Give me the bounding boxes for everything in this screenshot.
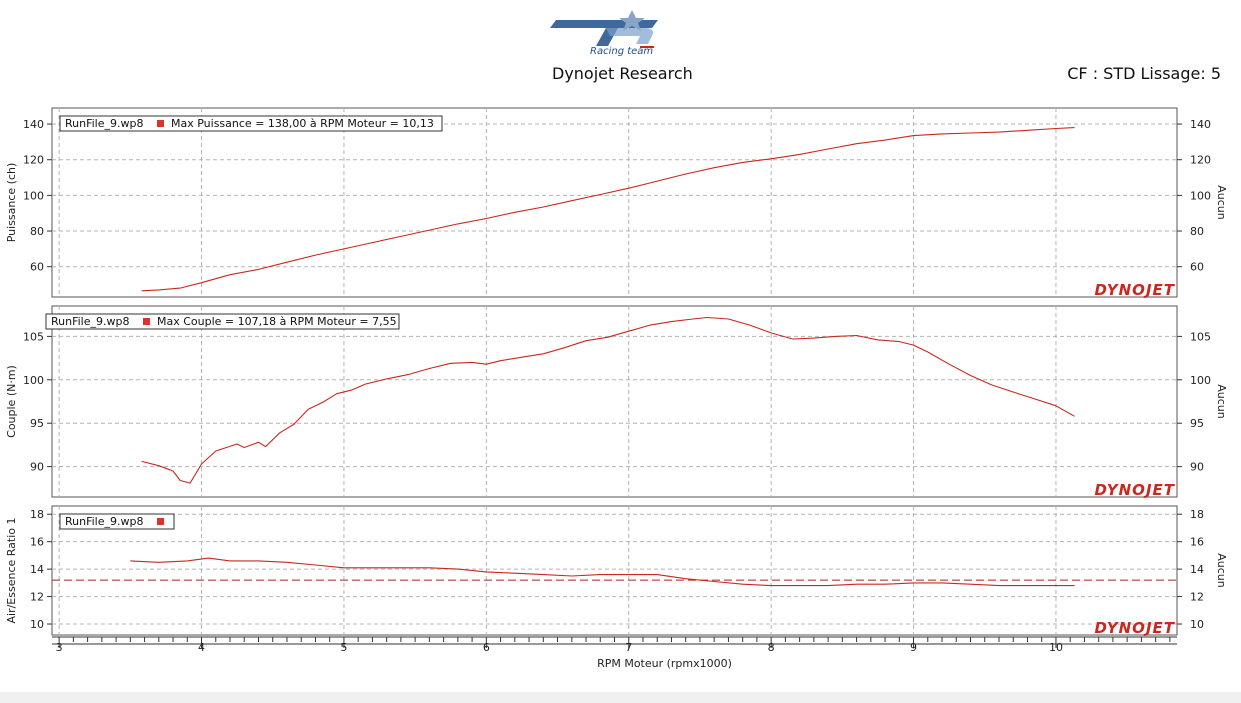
x-tick-label: 7 — [625, 641, 632, 654]
y-tick-label-right: 90 — [1190, 461, 1204, 474]
series-line — [130, 557, 1075, 587]
chart-panel-3: 10 10 12 12 14 14 16 16 18 18 Air/Essence Ratio 1 A… — [5, 505, 1228, 637]
x-tick-label: 8 — [768, 641, 775, 654]
legend-color-square — [157, 120, 164, 127]
plot-frame — [51, 107, 1178, 298]
legend: RunFile_9.wp8 Max Puissance = 138,00 à RP… — [59, 115, 443, 132]
legend-run-name: RunFile_9.wp8 — [51, 315, 129, 328]
y-tick-label: 120 — [23, 154, 44, 167]
y-tick-label-right: 18 — [1190, 508, 1204, 521]
y-tick-label-right: 10 — [1190, 618, 1204, 631]
y-tick-label-right: 80 — [1190, 225, 1204, 238]
correction-info: CF : STD Lissage: 5 — [1067, 64, 1221, 83]
legend-color-square — [143, 318, 150, 325]
legend-color-square — [157, 518, 164, 525]
y-tick-label: 80 — [30, 225, 44, 238]
x-tick-label: 9 — [910, 641, 917, 654]
plot-frame — [51, 305, 1178, 498]
dynojet-brand: DYNOJET — [1094, 481, 1175, 499]
y-tick-label-right: 120 — [1190, 154, 1211, 167]
legend: RunFile_9.wp8 — [59, 513, 175, 530]
y-axis-label-right: Aucun — [1215, 553, 1228, 588]
dynojet-brand: DYNOJET — [1094, 281, 1175, 299]
legend-box — [59, 115, 443, 132]
y-tick-label: 90 — [30, 461, 44, 474]
x-tick-label: 5 — [340, 641, 347, 654]
y-axis-label-right: Aucun — [1215, 185, 1228, 220]
y-tick-label-right: 16 — [1190, 536, 1204, 549]
x-tick-label: 6 — [483, 641, 490, 654]
y-tick-label: 16 — [30, 536, 44, 549]
chart-panel-1: 60 60 80 80 100 100 120 120 140 140 Puissance (ch)… — [5, 107, 1228, 299]
plot-frame — [51, 505, 1178, 636]
y-axis-label: Puissance (ch) — [5, 163, 18, 243]
y-tick-label-right: 14 — [1190, 563, 1204, 576]
x-tick-label: 3 — [56, 641, 63, 654]
y-tick-label-right: 140 — [1190, 118, 1211, 131]
legend-run-name: RunFile_9.wp8 — [65, 117, 143, 130]
x-tick-label: 10 — [1049, 641, 1063, 654]
report-title: Dynojet Research — [552, 64, 693, 83]
y-tick-label: 95 — [30, 417, 44, 430]
dynojet-brand: DYNOJET — [1094, 619, 1175, 637]
y-tick-label-right: 100 — [1190, 374, 1211, 387]
series-line — [141, 127, 1075, 292]
y-tick-label: 14 — [30, 563, 44, 576]
y-tick-label: 12 — [30, 591, 44, 604]
legend-max-text: Max Couple = 107,18 à RPM Moteur = 7,55 — [157, 315, 397, 328]
y-tick-label-right: 95 — [1190, 417, 1204, 430]
legend: RunFile_9.wp8 Max Couple = 107,18 à RPM M… — [45, 313, 400, 330]
y-tick-label-right: 100 — [1190, 189, 1211, 202]
y-tick-label: 100 — [23, 374, 44, 387]
y-tick-label: 140 — [23, 118, 44, 131]
y-axis-label-right: Aucun — [1215, 384, 1228, 419]
y-tick-label-right: 105 — [1190, 330, 1211, 343]
legend-run-name: RunFile_9.wp8 — [65, 515, 143, 528]
series-line — [141, 316, 1075, 484]
y-axis-label: Couple (N·m) — [5, 365, 18, 438]
footer-strip — [0, 692, 1241, 703]
tcp-racing-logo: Racing team — [550, 10, 658, 57]
y-tick-label: 60 — [30, 261, 44, 274]
legend-max-text: Max Puissance = 138,00 à RPM Moteur = 10… — [171, 117, 434, 130]
y-axis-label: Air/Essence Ratio 1 — [5, 517, 18, 623]
x-axis: 3 4 5 6 7 8 9 10 RPM Moteur (rpmx1000) — [52, 636, 1177, 670]
y-tick-label: 18 — [30, 508, 44, 521]
y-tick-label: 105 — [23, 330, 44, 343]
y-tick-label: 10 — [30, 618, 44, 631]
legend-box — [45, 313, 400, 330]
y-tick-label-right: 12 — [1190, 591, 1204, 604]
y-tick-label: 100 — [23, 189, 44, 202]
y-tick-label-right: 60 — [1190, 261, 1204, 274]
x-axis-label: RPM Moteur (rpmx1000) — [597, 657, 732, 670]
svg-text:Racing team: Racing team — [590, 46, 653, 57]
legend-box — [59, 513, 175, 530]
x-tick-label: 4 — [198, 641, 205, 654]
chart-panel-2: 90 90 95 95 100 100 105 105 Couple (N·m) Aucun Run… — [5, 305, 1228, 499]
